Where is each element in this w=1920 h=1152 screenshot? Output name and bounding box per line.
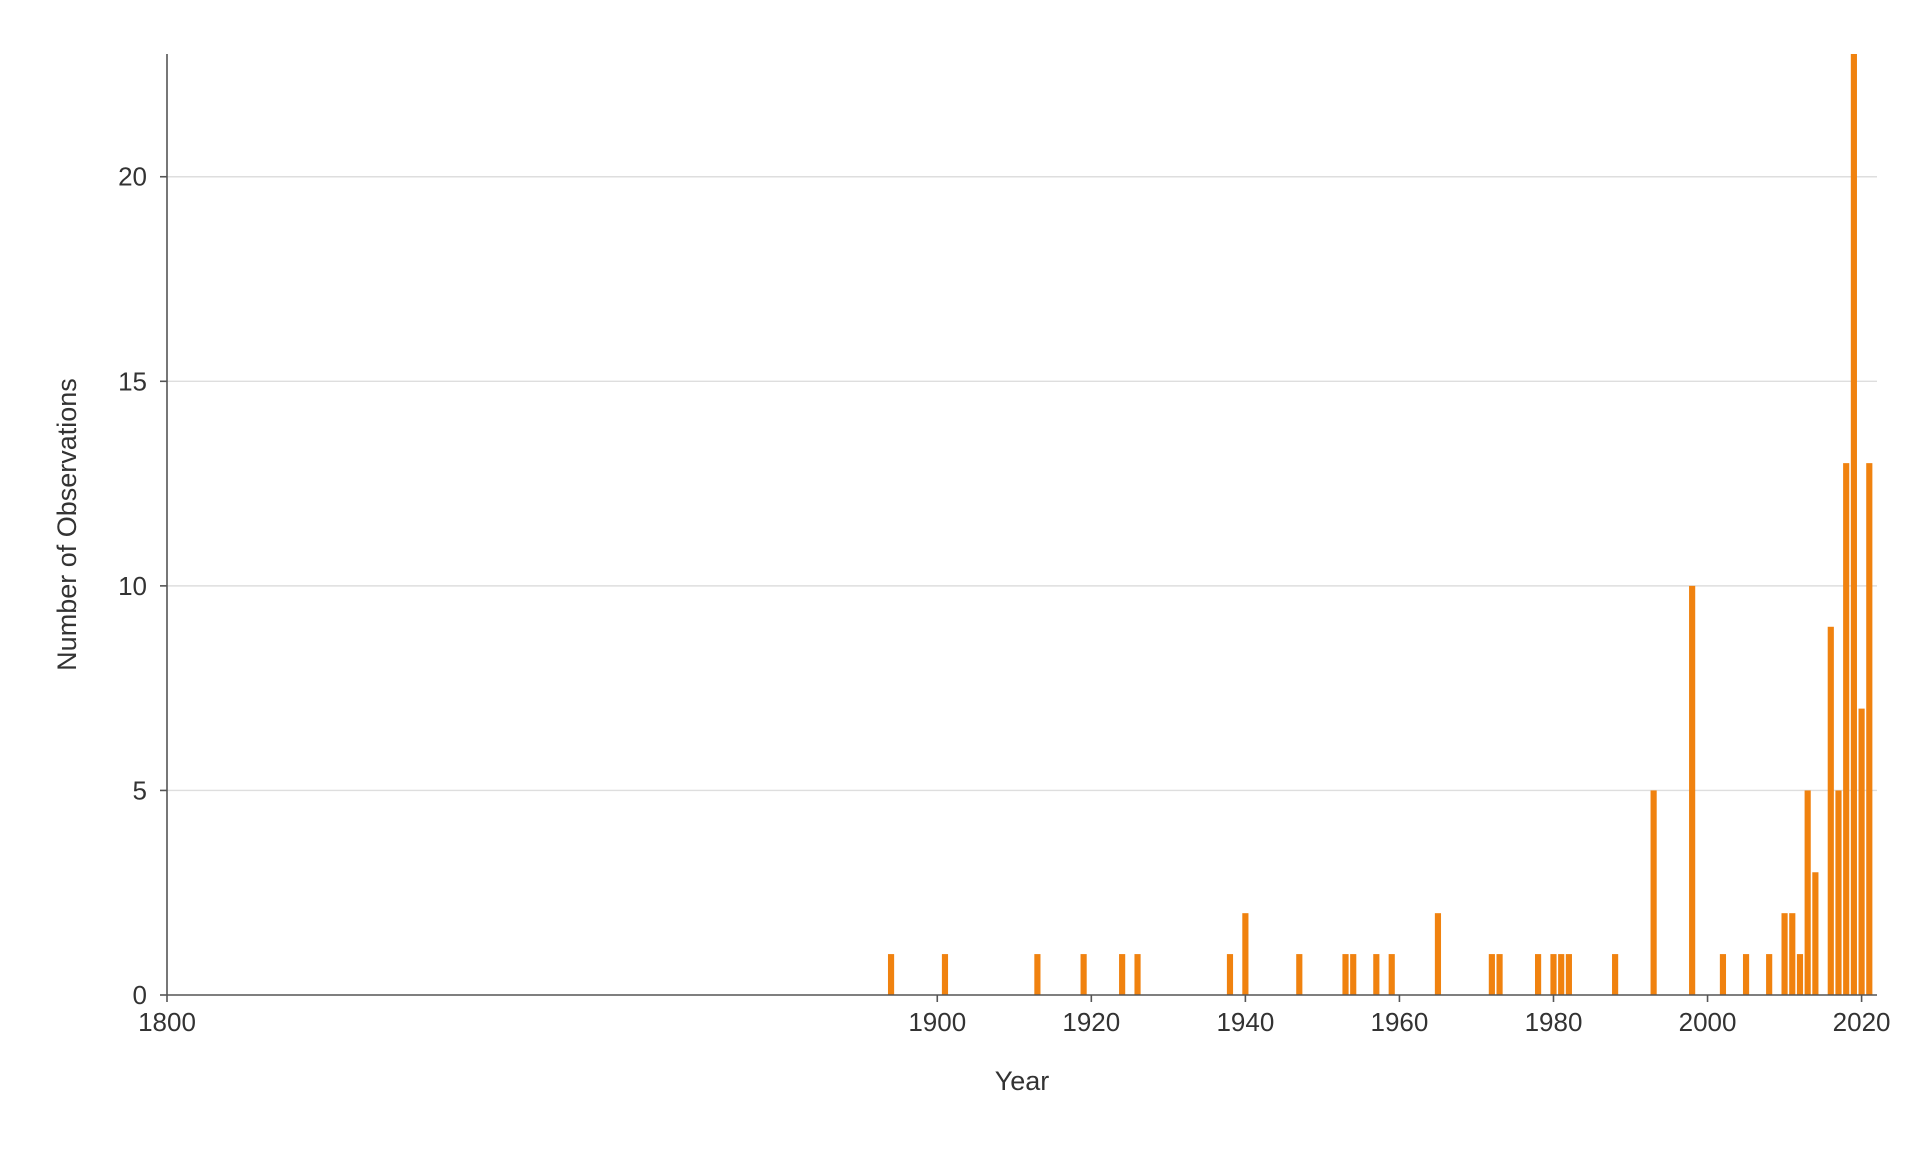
bar-2002 bbox=[1719, 954, 1727, 995]
bar-2005 bbox=[1742, 954, 1750, 995]
bar-2016 bbox=[1827, 626, 1834, 995]
bar-1998 bbox=[1689, 585, 1696, 995]
bar-1980 bbox=[1550, 954, 1557, 995]
bar-1953 bbox=[1342, 954, 1349, 995]
bar-2008 bbox=[1766, 954, 1773, 995]
x-tick-label-1920: 1920 bbox=[1062, 1007, 1120, 1037]
bar-2020 bbox=[1858, 708, 1865, 995]
bar-1972 bbox=[1488, 954, 1495, 995]
axes bbox=[166, 54, 1877, 996]
y-tick-label-0: 0 bbox=[133, 980, 147, 1010]
bar-2013 bbox=[1804, 790, 1811, 995]
x-axis-label: Year bbox=[995, 1066, 1050, 1096]
gridlines bbox=[167, 176, 1877, 792]
y-axis-ticks: 0 5 10 15 20 bbox=[118, 162, 167, 1010]
x-tick-label-1900: 1900 bbox=[908, 1007, 966, 1037]
x-tick-label-1960: 1960 bbox=[1371, 1007, 1429, 1037]
bar-2021 bbox=[1866, 463, 1873, 995]
bar-1978 bbox=[1535, 954, 1542, 995]
x-tick-label-1940: 1940 bbox=[1216, 1007, 1274, 1037]
bars bbox=[887, 54, 1873, 995]
y-tick-label-15: 15 bbox=[118, 366, 147, 396]
y-tick-label-20: 20 bbox=[118, 162, 147, 192]
bar-1982 bbox=[1565, 954, 1572, 995]
bar-2017 bbox=[1835, 790, 1842, 995]
bar-1973 bbox=[1496, 954, 1503, 995]
bar-1924 bbox=[1119, 954, 1126, 995]
bar-2011 bbox=[1789, 913, 1796, 995]
bar-1938 bbox=[1226, 954, 1234, 995]
bar-1947 bbox=[1296, 954, 1303, 995]
bar-1957 bbox=[1373, 954, 1380, 995]
bar-2014 bbox=[1812, 872, 1819, 995]
bar-1954 bbox=[1350, 954, 1357, 995]
y-tick-label-10: 10 bbox=[118, 571, 147, 601]
bar-1993 bbox=[1650, 790, 1657, 995]
bar-1940 bbox=[1242, 913, 1249, 995]
bar-1981 bbox=[1558, 954, 1565, 995]
bar-2019 bbox=[1850, 54, 1857, 995]
bar-1901 bbox=[941, 954, 949, 995]
x-tick-label-2020: 2020 bbox=[1833, 1007, 1891, 1037]
bar-2018 bbox=[1843, 463, 1850, 995]
y-tick-label-5: 5 bbox=[133, 775, 147, 805]
bar-1959 bbox=[1388, 954, 1395, 995]
x-tick-label-1800: 1800 bbox=[138, 1007, 196, 1037]
bar-1894 bbox=[887, 954, 895, 995]
bar-1926 bbox=[1134, 954, 1141, 995]
bar-2010 bbox=[1781, 913, 1788, 995]
y-axis-label: Number of Observations bbox=[52, 378, 82, 671]
x-tick-label-1980: 1980 bbox=[1525, 1007, 1583, 1037]
bar-1965 bbox=[1434, 913, 1442, 995]
bar-1988 bbox=[1612, 954, 1619, 995]
x-tick-label-2000: 2000 bbox=[1679, 1007, 1737, 1037]
bar-2012 bbox=[1796, 954, 1804, 995]
bar-1919 bbox=[1080, 954, 1087, 995]
bar-1913 bbox=[1034, 954, 1041, 995]
x-axis-ticks: 1800 1900 1920 1940 1960 1980 2000 2020 bbox=[138, 995, 1891, 1037]
